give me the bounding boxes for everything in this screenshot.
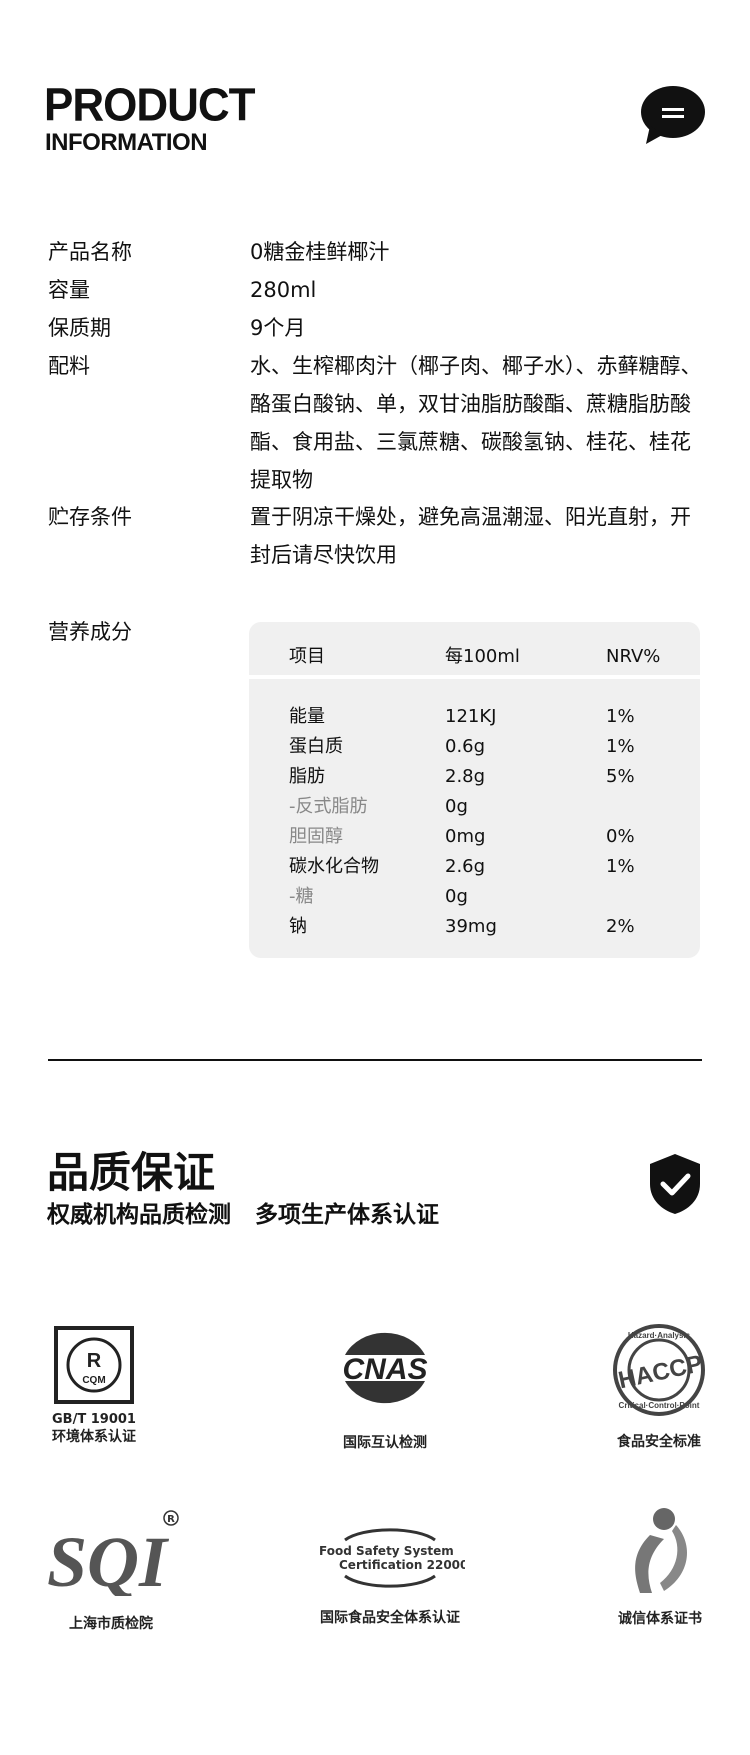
header-amount: 每100ml [445,646,520,667]
svg-text:Hazard·Analysis: Hazard·Analysis [628,1331,691,1340]
info-value: 280ml [250,278,317,302]
shield-check-icon [650,1154,700,1214]
sqi-logo: SQI R [47,1510,179,1596]
svg-text:HACCP: HACCP [616,1350,705,1394]
integrity-logo [635,1508,688,1593]
nutrition-item: 脂肪 [289,766,325,787]
nutrition-nrv: 1% [606,736,635,757]
nutrition-amount: 39mg [445,916,497,937]
nutrition-amount: 0g [445,796,468,817]
nutrition-nrv: 1% [606,706,635,727]
svg-text:R: R [167,1514,175,1525]
svg-text:CQM: CQM [82,1375,105,1386]
nutrition-amount: 2.8g [445,766,486,787]
cert-cqm: R CQM GB/T 19001 环境体系认证 [24,1325,164,1447]
svg-text:CNAS: CNAS [342,1353,427,1386]
nutrition-amount: 0mg [445,826,486,847]
cert-code: GB/T 19001 [52,1412,136,1427]
nutrition-nrv: 0% [606,826,635,847]
speech-bubble-icon [641,86,705,144]
cnas-logo: CNAS [342,1332,428,1404]
header-title: PRODUCT [44,79,256,132]
nutrition-item: 胆固醇 [289,826,343,847]
cert-label: 环境体系认证 [52,1429,136,1445]
nutrition-item: 碳水化合物 [289,856,379,877]
nutrition-amount: 0.6g [445,736,486,757]
nutrition-nrv: 2% [606,916,635,937]
nutrition-item: -糖 [289,886,314,907]
cert-label: 上海市质检院 [69,1616,153,1632]
nutrition-nrv: 5% [606,766,635,787]
table-header: 项目 每100ml NRV% [249,622,700,679]
svg-text:R: R [87,1350,102,1372]
haccp-logo: Hazard·Analysis HACCP Critical·Control·P… [613,1324,705,1416]
svg-text:Food Safety System: Food Safety System [319,1544,454,1558]
cert-fssc22000: Food Safety System Certification 22000 国… [300,1522,480,1628]
nutrition-item: -反式脂肪 [289,796,368,817]
nutrition-item: 能量 [289,706,325,727]
cert-cnas: CNAS 国际互认检测 [315,1325,455,1453]
info-label: 产品名称 [48,240,132,264]
nutrition-amount: 121KJ [445,706,497,727]
cert-label: 国际互认检测 [343,1435,427,1451]
info-label: 贮存条件 [48,505,132,529]
nutrition-nrv: 1% [606,856,635,877]
cert-haccp: Hazard·Analysis HACCP Critical·Control·P… [589,1322,729,1452]
cert-integrity: 诚信体系证书 [590,1505,730,1629]
svg-text:SQI: SQI [47,1522,170,1596]
info-label: 保质期 [48,316,111,340]
nutrition-table: 项目 每100ml NRV% 能量 121KJ 1% 蛋白质 0.6g 1% 脂肪 2.8g 5… [249,622,700,958]
info-value: 9个月 [250,316,306,340]
info-label: 配料 [48,354,90,378]
header-subtitle: INFORMATION [45,129,208,156]
quality-title: 品质保证 [47,1148,216,1197]
info-label: 容量 [48,278,90,302]
divider [48,1059,702,1061]
cert-label: 国际食品安全体系认证 [320,1610,460,1626]
fssc-logo: Food Safety System Certification 22000 [319,1528,465,1588]
header-nrv: NRV% [606,646,661,667]
info-value: 0糖金桂鲜椰汁 [250,240,390,264]
nutrition-amount: 0g [445,886,468,907]
nutrition-item: 钠 [289,916,307,937]
quality-subtitle: 权威机构品质检测 多项生产体系认证 [47,1202,440,1228]
cqm-logo: R CQM [54,1326,134,1404]
nutrition-label: 营养成分 [48,620,132,644]
cert-label: 食品安全标准 [617,1434,701,1450]
svg-text:Critical·Control·Point: Critical·Control·Point [619,1401,700,1410]
cert-sqi: SQI R 上海市质检院 [41,1508,181,1634]
header-item: 项目 [289,646,325,667]
nutrition-item: 蛋白质 [289,736,343,757]
info-value: 水、生榨椰肉汁（椰子肉、椰子水）、赤藓糖醇、酪蛋白酸钠、单，双甘油脂肪酸酯、蔗糖… [250,354,702,492]
cert-label: 诚信体系证书 [618,1611,702,1627]
svg-text:Certification 22000: Certification 22000 [339,1558,465,1572]
nutrition-amount: 2.6g [445,856,486,877]
info-value: 置于阴凉干燥处，避免高温潮湿、阳光直射，开封后请尽快饮用 [250,505,691,567]
